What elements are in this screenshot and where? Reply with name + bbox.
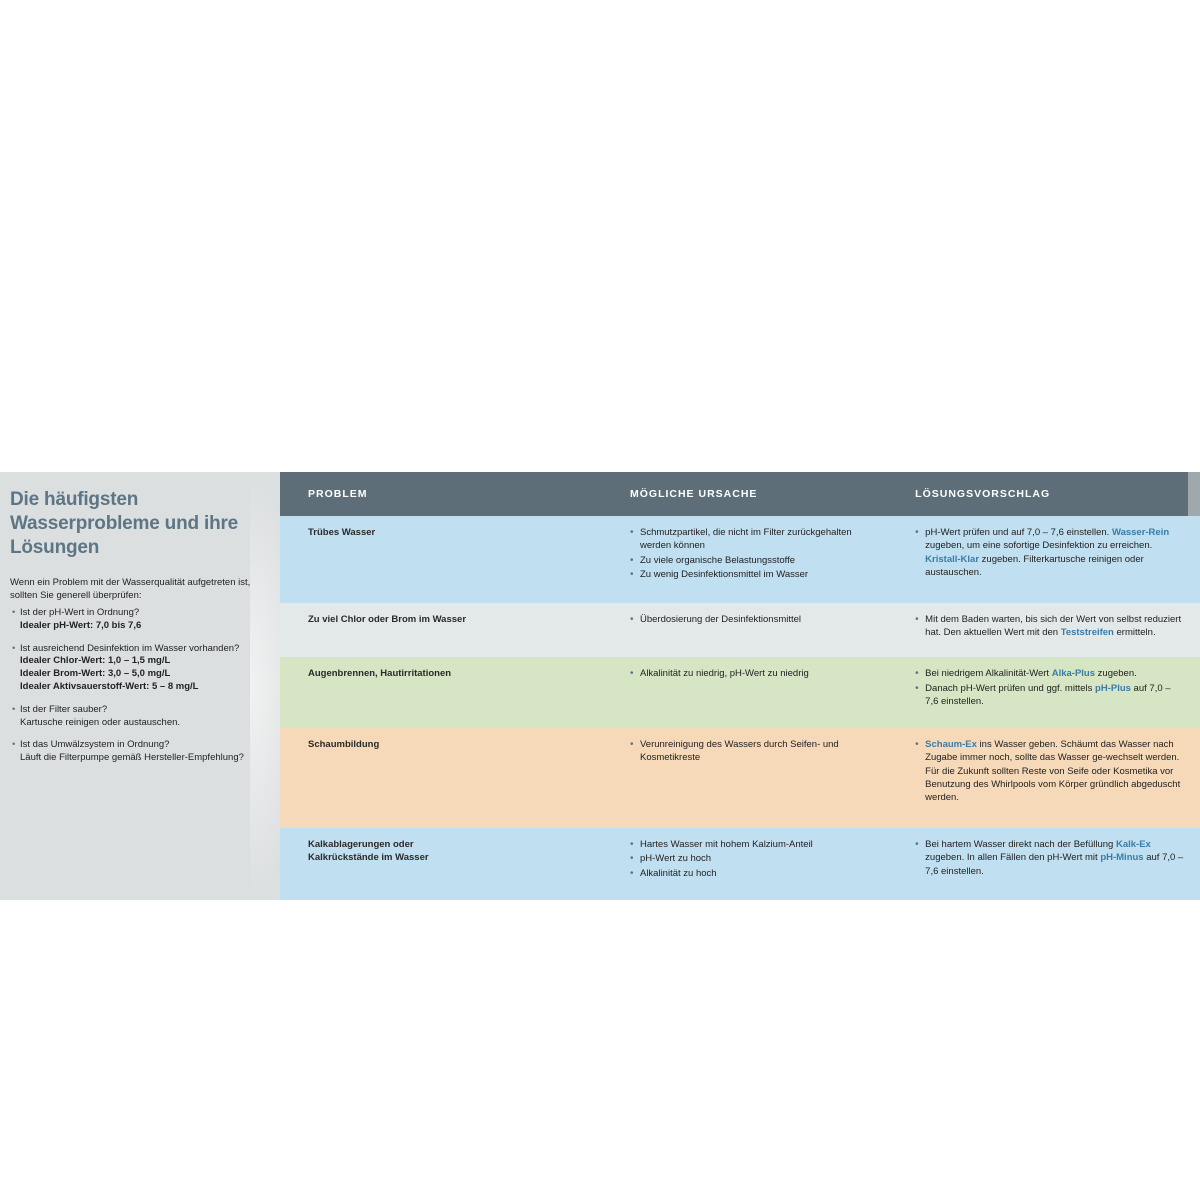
cell-cause: Überdosierung der Desinfektionsmittel <box>602 603 887 657</box>
product-link: Alka-Plus <box>1052 668 1095 679</box>
cell-cause: Verunreinigung des Wassers durch Seifen-… <box>602 728 887 828</box>
cell-spacer <box>492 516 602 603</box>
cell-problem: Kalkablagerungen oder Kalkrückstände im … <box>280 828 492 900</box>
product-link: Kristall-Klar <box>925 554 979 565</box>
content-band: Die häufigsten Wasserprobleme und ihre L… <box>0 472 1200 900</box>
cell-solution: Bei niedrigem Alkalinität-Wert Alka-Plus… <box>887 657 1200 728</box>
cell-spacer <box>492 657 602 728</box>
cell-spacer <box>492 603 602 657</box>
cell-cause: Hartes Wasser mit hohem Kalzium-AnteilpH… <box>602 828 887 900</box>
product-link: Kalk-Ex <box>1116 839 1151 850</box>
table-row: Trübes Wasser Schmutzpartikel, die nicht … <box>280 516 1200 603</box>
product-link: Teststreifen <box>1061 627 1114 638</box>
cause-item: Hartes Wasser mit hohem Kalzium-Anteil <box>630 838 873 851</box>
sidebar-check-item: Ist der pH-Wert in Ordnung?Idealer pH-We… <box>10 607 266 633</box>
cause-item: Überdosierung der Desinfektionsmittel <box>630 613 873 626</box>
product-link: pH-Minus <box>1100 852 1143 863</box>
cell-problem: Augenbrennen, Hautirritationen <box>280 657 492 728</box>
cause-item: pH-Wert zu hoch <box>630 852 873 865</box>
cause-item: Schmutzpartikel, die nicht im Filter zur… <box>630 526 873 553</box>
cell-solution: Bei hartem Wasser direkt nach der Befüll… <box>887 828 1200 900</box>
product-link: Schaum-Ex <box>925 739 977 750</box>
cell-problem: Trübes Wasser <box>280 516 492 603</box>
problem-table-area: PROBLEM MÖGLICHE URSACHE LÖSUNGSVORSCHLA… <box>280 472 1200 900</box>
sidebar-intro: Wenn ein Problem mit der Wasserqualität … <box>10 577 266 603</box>
cause-item: Zu viele organische Belastungsstoffe <box>630 554 873 567</box>
cause-item: Alkalinität zu hoch <box>630 867 873 880</box>
cell-problem: Zu viel Chlor oder Brom im Wasser <box>280 603 492 657</box>
cause-item: Verunreinigung des Wassers durch Seifen-… <box>630 738 873 765</box>
cell-spacer <box>492 828 602 900</box>
solution-item: Bei hartem Wasser direkt nach der Befüll… <box>915 838 1186 878</box>
sidebar-check-item: Ist der Filter sauber?Kartusche reinigen… <box>10 704 266 730</box>
col-header-cause: MÖGLICHE URSACHE <box>602 472 887 516</box>
solution-item: Schaum-Ex ins Wasser geben. Schäumt das … <box>915 738 1186 804</box>
table-row: Kalkablagerungen oder Kalkrückstände im … <box>280 828 1200 900</box>
table-row: Schaumbildung Verunreinigung des Wassers … <box>280 728 1200 828</box>
product-link: Wasser-Rein <box>1112 527 1169 538</box>
table-header-row: PROBLEM MÖGLICHE URSACHE LÖSUNGSVORSCHLA… <box>280 472 1200 516</box>
cell-solution: Mit dem Baden warten, bis sich der Wert … <box>887 603 1200 657</box>
page-title: Die häufigsten Wasserprobleme und ihre L… <box>10 488 266 559</box>
cell-problem: Schaumbildung <box>280 728 492 828</box>
cell-cause: Schmutzpartikel, die nicht im Filter zur… <box>602 516 887 603</box>
cell-solution: pH-Wert prüfen und auf 7,0 – 7,6 einstel… <box>887 516 1200 603</box>
sidebar-check-item: Ist ausreichend Desinfektion im Wasser v… <box>10 643 266 694</box>
cell-cause: Alkalinität zu niedrig, pH-Wert zu niedr… <box>602 657 887 728</box>
col-header-spacer <box>492 472 602 516</box>
problem-table: PROBLEM MÖGLICHE URSACHE LÖSUNGSVORSCHLA… <box>280 472 1200 900</box>
sidebar-check-item: Ist das Umwälzsystem in Ordnung?Läuft di… <box>10 739 266 765</box>
table-body: Trübes Wasser Schmutzpartikel, die nicht … <box>280 516 1200 900</box>
sidebar: Die häufigsten Wasserprobleme und ihre L… <box>0 472 280 900</box>
header-edge-decoration <box>1188 472 1200 516</box>
solution-item: pH-Wert prüfen und auf 7,0 – 7,6 einstel… <box>915 526 1186 579</box>
cause-item: Zu wenig Desinfektionsmittel im Wasser <box>630 568 873 581</box>
col-header-problem: PROBLEM <box>280 472 492 516</box>
cell-solution: Schaum-Ex ins Wasser geben. Schäumt das … <box>887 728 1200 828</box>
cell-spacer <box>492 728 602 828</box>
table-row: Augenbrennen, Hautirritationen Alkalinitä… <box>280 657 1200 728</box>
solution-item: Danach pH-Wert prüfen und ggf. mittels p… <box>915 682 1186 709</box>
solution-item: Bei niedrigem Alkalinität-Wert Alka-Plus… <box>915 667 1186 680</box>
product-link: pH-Plus <box>1095 683 1131 694</box>
table-row: Zu viel Chlor oder Brom im Wasser Überdos… <box>280 603 1200 657</box>
col-header-solution: LÖSUNGSVORSCHLAG <box>887 472 1200 516</box>
solution-item: Mit dem Baden warten, bis sich der Wert … <box>915 613 1186 640</box>
sidebar-checklist: Ist der pH-Wert in Ordnung?Idealer pH-We… <box>10 607 266 765</box>
cause-item: Alkalinität zu niedrig, pH-Wert zu niedr… <box>630 667 873 680</box>
